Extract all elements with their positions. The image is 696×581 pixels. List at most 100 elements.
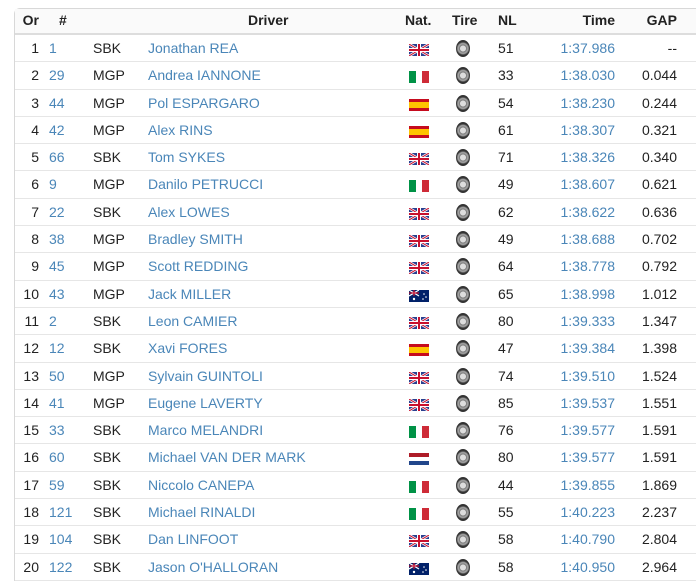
lap-time-link[interactable]: 1:39.577 bbox=[560, 449, 616, 466]
lap-time-link[interactable]: 1:38.607 bbox=[560, 176, 616, 193]
header-or[interactable]: Or bbox=[22, 12, 39, 28]
lap-time-link[interactable]: 1:38.688 bbox=[560, 231, 616, 248]
laps: 62 bbox=[498, 203, 514, 220]
class: MGP bbox=[93, 94, 125, 111]
gap: 1.551 bbox=[641, 394, 677, 411]
australia-flag-icon bbox=[408, 289, 429, 302]
driver-link[interactable]: Alex LOWES bbox=[148, 203, 230, 220]
gap: 0.044 bbox=[641, 67, 677, 84]
italy-flag-icon bbox=[409, 480, 429, 493]
rider-number-link[interactable]: 66 bbox=[49, 149, 65, 166]
rider-number-link[interactable]: 45 bbox=[49, 258, 65, 275]
table-row: 5 66 SBK Tom SYKES 71 1:38.326 0.340 bbox=[15, 144, 696, 172]
tire-icon bbox=[456, 258, 470, 276]
lap-time-link[interactable]: 1:39.510 bbox=[560, 367, 616, 384]
lap-time-link[interactable]: 1:38.307 bbox=[560, 121, 616, 138]
table-row: 15 33 SBK Marco MELANDRI 76 1:39.577 1.5… bbox=[15, 417, 696, 445]
table-row: 8 38 MGP Bradley SMITH 49 1:38.688 0.702 bbox=[15, 226, 696, 254]
lap-time-link[interactable]: 1:38.326 bbox=[560, 149, 616, 166]
rider-number-link[interactable]: 29 bbox=[49, 67, 65, 84]
rider-number-link[interactable]: 59 bbox=[49, 476, 65, 493]
lap-time-link[interactable]: 1:38.622 bbox=[560, 203, 616, 220]
driver-link[interactable]: Alex RINS bbox=[148, 121, 213, 138]
driver-link[interactable]: Leon CAMIER bbox=[148, 312, 238, 329]
driver-link[interactable]: Michael RINALDI bbox=[148, 504, 256, 521]
lap-time-link[interactable]: 1:39.855 bbox=[560, 476, 616, 493]
spain-flag-icon bbox=[409, 98, 429, 111]
driver-link[interactable]: Andrea IANNONE bbox=[148, 67, 261, 84]
rider-number-link[interactable]: 122 bbox=[49, 558, 73, 575]
rider-number-link[interactable]: 38 bbox=[49, 231, 65, 248]
rider-number-link[interactable]: 12 bbox=[49, 340, 65, 357]
driver-link[interactable]: Xavi FORES bbox=[148, 340, 228, 357]
tire-icon bbox=[456, 121, 470, 139]
tire-icon bbox=[456, 40, 470, 57]
gap: 0.636 bbox=[641, 203, 677, 220]
driver-link[interactable]: Jonathan REA bbox=[148, 40, 239, 56]
driver-link[interactable]: Danilo PETRUCCI bbox=[148, 176, 264, 193]
header-nl[interactable]: NL bbox=[498, 12, 517, 28]
driver-link[interactable]: Pol ESPARGARO bbox=[148, 94, 260, 111]
header-nat[interactable]: Nat. bbox=[405, 12, 432, 28]
lap-time-link[interactable]: 1:39.577 bbox=[560, 422, 616, 439]
rider-number-link[interactable]: 22 bbox=[49, 203, 65, 220]
position: 12 bbox=[23, 340, 39, 357]
rider-number-link[interactable]: 60 bbox=[49, 449, 65, 466]
rider-number-link[interactable]: 44 bbox=[49, 94, 65, 111]
driver-link[interactable]: Jack MILLER bbox=[148, 285, 232, 302]
lap-time-link[interactable]: 1:40.223 bbox=[560, 504, 616, 521]
lap-time-link[interactable]: 1:37.986 bbox=[560, 40, 616, 56]
tire-icon bbox=[456, 422, 470, 440]
lap-time-link[interactable]: 1:39.537 bbox=[560, 394, 616, 411]
driver-link[interactable]: Bradley SMITH bbox=[148, 231, 243, 248]
tire-icon bbox=[456, 449, 470, 467]
driver-link[interactable]: Sylvain GUINTOLI bbox=[148, 367, 263, 384]
lap-time-link[interactable]: 1:40.950 bbox=[560, 558, 616, 575]
driver-link[interactable]: Eugene LAVERTY bbox=[148, 394, 263, 411]
driver-link[interactable]: Jason O'HALLORAN bbox=[148, 558, 279, 575]
laps: 71 bbox=[498, 149, 514, 166]
header-time[interactable]: Time bbox=[582, 12, 615, 28]
rider-number-link[interactable]: 121 bbox=[49, 504, 73, 521]
uk-flag-icon bbox=[408, 397, 430, 412]
rider-number-link[interactable]: 104 bbox=[49, 531, 73, 548]
driver-link[interactable]: Tom SYKES bbox=[148, 149, 226, 166]
position: 18 bbox=[23, 504, 39, 521]
header-driver[interactable]: Driver bbox=[248, 12, 289, 28]
rider-number-link[interactable]: 42 bbox=[49, 121, 65, 138]
driver-link[interactable]: Marco MELANDRI bbox=[148, 422, 264, 439]
rider-number-link[interactable]: 41 bbox=[49, 394, 65, 411]
lap-time-link[interactable]: 1:39.384 bbox=[560, 340, 616, 357]
header-tire[interactable]: Tire bbox=[452, 12, 478, 28]
lap-time-link[interactable]: 1:38.778 bbox=[560, 258, 616, 275]
driver-link[interactable]: Niccolo CANEPA bbox=[148, 476, 255, 493]
rider-number-link[interactable]: 50 bbox=[49, 367, 65, 384]
lap-time-link[interactable]: 1:38.030 bbox=[560, 67, 616, 84]
table-row: 13 50 MGP Sylvain GUINTOLI 74 1:39.510 1… bbox=[15, 363, 696, 390]
driver-link[interactable]: Michael VAN DER MARK bbox=[148, 449, 306, 466]
lap-time-link[interactable]: 1:39.333 bbox=[560, 312, 616, 329]
lap-time-link[interactable]: 1:38.230 bbox=[560, 94, 616, 111]
gap: 0.621 bbox=[641, 176, 677, 193]
rider-number-link[interactable]: 2 bbox=[49, 312, 57, 329]
rider-number-link[interactable]: 1 bbox=[49, 40, 57, 56]
laps: 47 bbox=[498, 340, 514, 357]
rider-number-link[interactable]: 33 bbox=[49, 422, 65, 439]
laps: 58 bbox=[498, 558, 514, 575]
position: 19 bbox=[23, 531, 39, 548]
table-row: 16 60 SBK Michael VAN DER MARK 80 1:39.5… bbox=[15, 444, 696, 472]
rider-number-link[interactable]: 43 bbox=[49, 285, 65, 302]
laps: 85 bbox=[498, 394, 514, 411]
class: MGP bbox=[93, 258, 125, 275]
table-row: 12 12 SBK Xavi FORES 47 1:39.384 1.398 bbox=[15, 335, 696, 363]
lap-time-link[interactable]: 1:38.998 bbox=[560, 285, 616, 302]
header-gap[interactable]: GAP bbox=[646, 12, 677, 28]
lap-time-link[interactable]: 1:40.790 bbox=[560, 531, 616, 548]
tire-icon bbox=[456, 504, 470, 522]
class: MGP bbox=[93, 231, 125, 248]
driver-link[interactable]: Dan LINFOOT bbox=[148, 531, 239, 548]
header-number[interactable]: # bbox=[59, 12, 67, 28]
rider-number-link[interactable]: 9 bbox=[49, 176, 57, 193]
driver-link[interactable]: Scott REDDING bbox=[148, 258, 249, 275]
gap: 2.804 bbox=[641, 531, 677, 548]
